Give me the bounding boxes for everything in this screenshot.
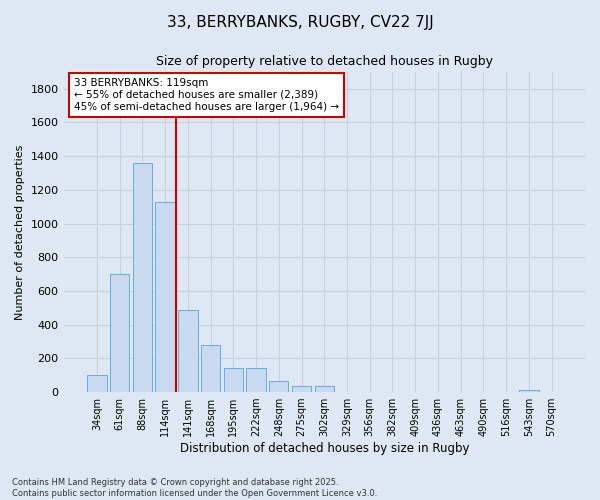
Text: Contains HM Land Registry data © Crown copyright and database right 2025.
Contai: Contains HM Land Registry data © Crown c…	[12, 478, 377, 498]
Bar	[314, 386, 334, 392]
Bar	[110, 274, 130, 392]
Bar	[224, 368, 243, 392]
Text: 33, BERRYBANKS, RUGBY, CV22 7JJ: 33, BERRYBANKS, RUGBY, CV22 7JJ	[167, 15, 433, 30]
Title: Size of property relative to detached houses in Rugby: Size of property relative to detached ho…	[156, 55, 493, 68]
Bar	[292, 386, 311, 392]
Bar	[87, 375, 107, 392]
Bar	[519, 390, 539, 392]
Bar	[247, 368, 266, 392]
X-axis label: Distribution of detached houses by size in Rugby: Distribution of detached houses by size …	[179, 442, 469, 455]
Bar	[201, 345, 220, 392]
Text: 33 BERRYBANKS: 119sqm
← 55% of detached houses are smaller (2,389)
45% of semi-d: 33 BERRYBANKS: 119sqm ← 55% of detached …	[74, 78, 339, 112]
Bar	[133, 163, 152, 392]
Bar	[269, 381, 289, 392]
Bar	[178, 310, 197, 392]
Y-axis label: Number of detached properties: Number of detached properties	[15, 144, 25, 320]
Bar	[155, 202, 175, 392]
